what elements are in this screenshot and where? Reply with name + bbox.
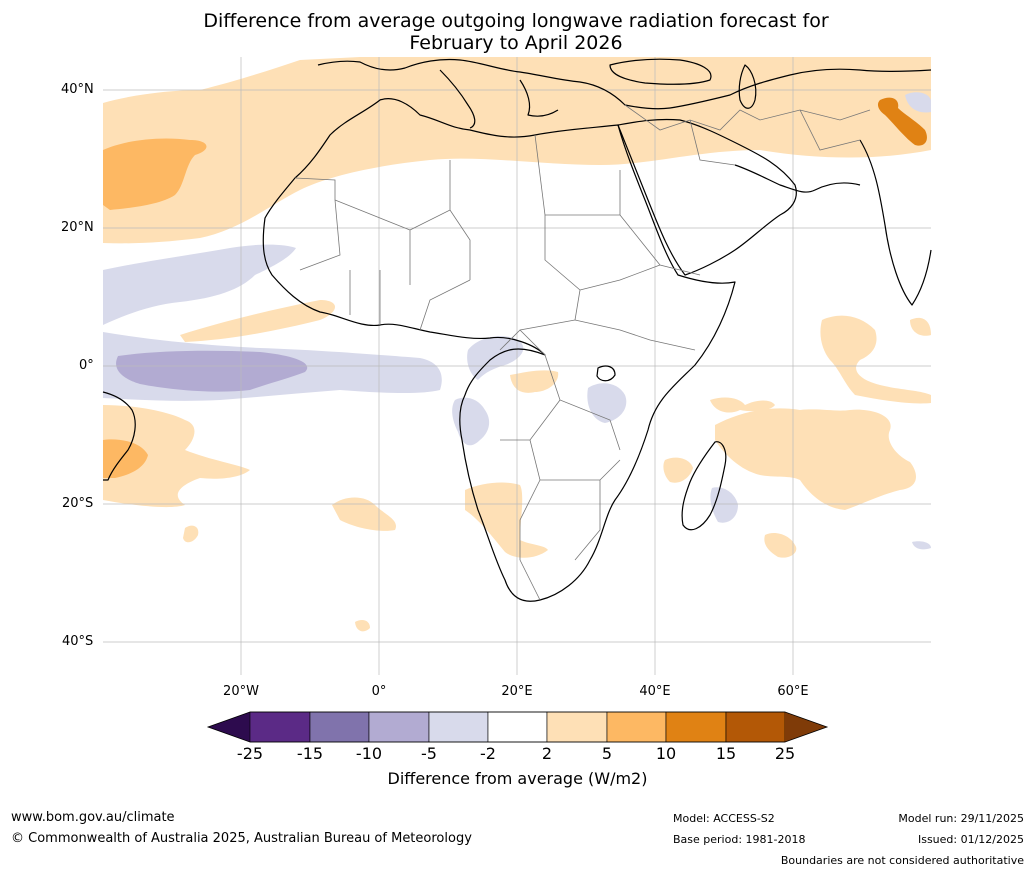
coastline-india <box>859 139 932 306</box>
anomaly-namibia <box>465 482 548 558</box>
colorbar-bin-4 <box>428 711 489 743</box>
anomaly-congo <box>510 370 559 393</box>
colorbar-tick: -10 <box>355 744 383 763</box>
map-title-line2: February to April 2026 <box>409 32 623 54</box>
anomaly-indian-ocean-east <box>820 315 931 404</box>
map-title-line1: Difference from average outgoing longwav… <box>203 10 829 32</box>
anomaly-madagascar-east <box>710 397 775 413</box>
colorbar-tick: 2 <box>541 744 553 763</box>
anomaly-small-south <box>355 620 370 632</box>
coastline-greece <box>519 79 559 117</box>
lon-label-20w: 20°W <box>223 684 259 699</box>
footer-copyright: © Commonwealth of Australia 2025, Austra… <box>11 831 472 846</box>
coastline-black-sea <box>609 58 712 85</box>
anomaly-middle-east-neg <box>905 92 931 113</box>
colorbar-bin-7 <box>606 711 667 743</box>
anomaly-south-atlantic <box>103 405 250 508</box>
colorbar-extend-high <box>785 712 827 742</box>
coastline-arabia <box>617 118 797 276</box>
coastline-south-america <box>102 391 136 481</box>
colorbar-outline <box>206 711 829 743</box>
colorbar-tick: -25 <box>236 744 264 763</box>
lon-label-0: 0° <box>371 684 387 699</box>
lon-label-20e: 20°E <box>501 684 533 699</box>
coastline-caspian <box>738 64 757 109</box>
lon-label-40e: 40°E <box>639 684 671 699</box>
coastline-madagascar <box>681 441 727 531</box>
coastline-lake-victoria <box>596 365 616 382</box>
footer-website[interactable]: www.bom.gov.au/climate <box>11 810 175 825</box>
border-middle-east <box>624 104 871 166</box>
anomaly-southern-indian <box>764 533 797 558</box>
lat-label-20n: 20°N <box>61 220 94 235</box>
lat-label-0: 0° <box>79 358 94 373</box>
footer-model: Model: ACCESS-S2 <box>673 812 775 825</box>
anomaly-indian-ocean-large <box>715 408 916 510</box>
anomaly-equatorial-core <box>116 350 308 392</box>
colorbar-bin-2 <box>309 711 370 743</box>
colorbar-bin-3 <box>368 711 430 743</box>
coastline-persian-gulf <box>734 164 861 193</box>
colorbar-tick: -15 <box>296 744 324 763</box>
colorbar-bin-6 <box>546 711 608 743</box>
anomaly-small-south-2 <box>183 525 199 543</box>
colorbar-bin-9 <box>725 711 786 743</box>
anomaly-near-equator-atlantic <box>180 300 335 342</box>
colorbar-tick: 10 <box>655 744 677 763</box>
anomaly-indian-ocean-ne <box>910 317 931 336</box>
coastlines <box>102 58 932 602</box>
lat-label-40n: 40°N <box>61 82 94 97</box>
footer-boundaries-note: Boundaries are not considered authoritat… <box>780 854 1024 867</box>
anomaly-madagascar-west <box>663 457 693 483</box>
colorbar-bin-1 <box>249 711 311 743</box>
map-title: Difference from average outgoing longwav… <box>0 10 1035 54</box>
anomaly-lake-tanganyika <box>587 383 627 423</box>
anomaly-south-atlantic-small <box>332 497 396 531</box>
graticule <box>103 57 931 675</box>
footer-model-run: Model run: 29/11/2025 <box>898 812 1024 825</box>
footer-base-period: Base period: 1981-2018 <box>673 833 806 846</box>
colorbar-tick: 5 <box>601 744 613 763</box>
negative-anomaly-fills <box>103 92 931 550</box>
colorbar-bin-5 <box>487 711 548 743</box>
coastline-italy <box>439 69 476 129</box>
colorbar-extend-low <box>208 712 250 742</box>
coastline-africa <box>262 98 736 602</box>
coastline-europe <box>317 58 932 110</box>
anomaly-north-atlantic-core <box>103 138 207 210</box>
lat-label-20s: 20°S <box>62 496 94 511</box>
colorbar-tick: -2 <box>480 744 496 763</box>
lat-label-40s: 40°S <box>62 634 94 649</box>
anomaly-tropical-atlantic-north <box>103 244 296 325</box>
colorbar-bin-8 <box>665 711 727 743</box>
footer-issued: Issued: 01/12/2025 <box>917 833 1024 846</box>
colorbar-tick: -5 <box>421 744 437 763</box>
colorbar-label: Difference from average (W/m2) <box>387 769 648 788</box>
colorbar-tick: 25 <box>774 744 796 763</box>
lon-label-60e: 60°E <box>777 684 809 699</box>
border-lines <box>294 134 701 601</box>
anomaly-southern-indian-neg <box>912 541 931 550</box>
colorbar-tick: 15 <box>715 744 737 763</box>
anomaly-middle-east-core <box>877 97 927 146</box>
country-borders <box>294 104 871 601</box>
